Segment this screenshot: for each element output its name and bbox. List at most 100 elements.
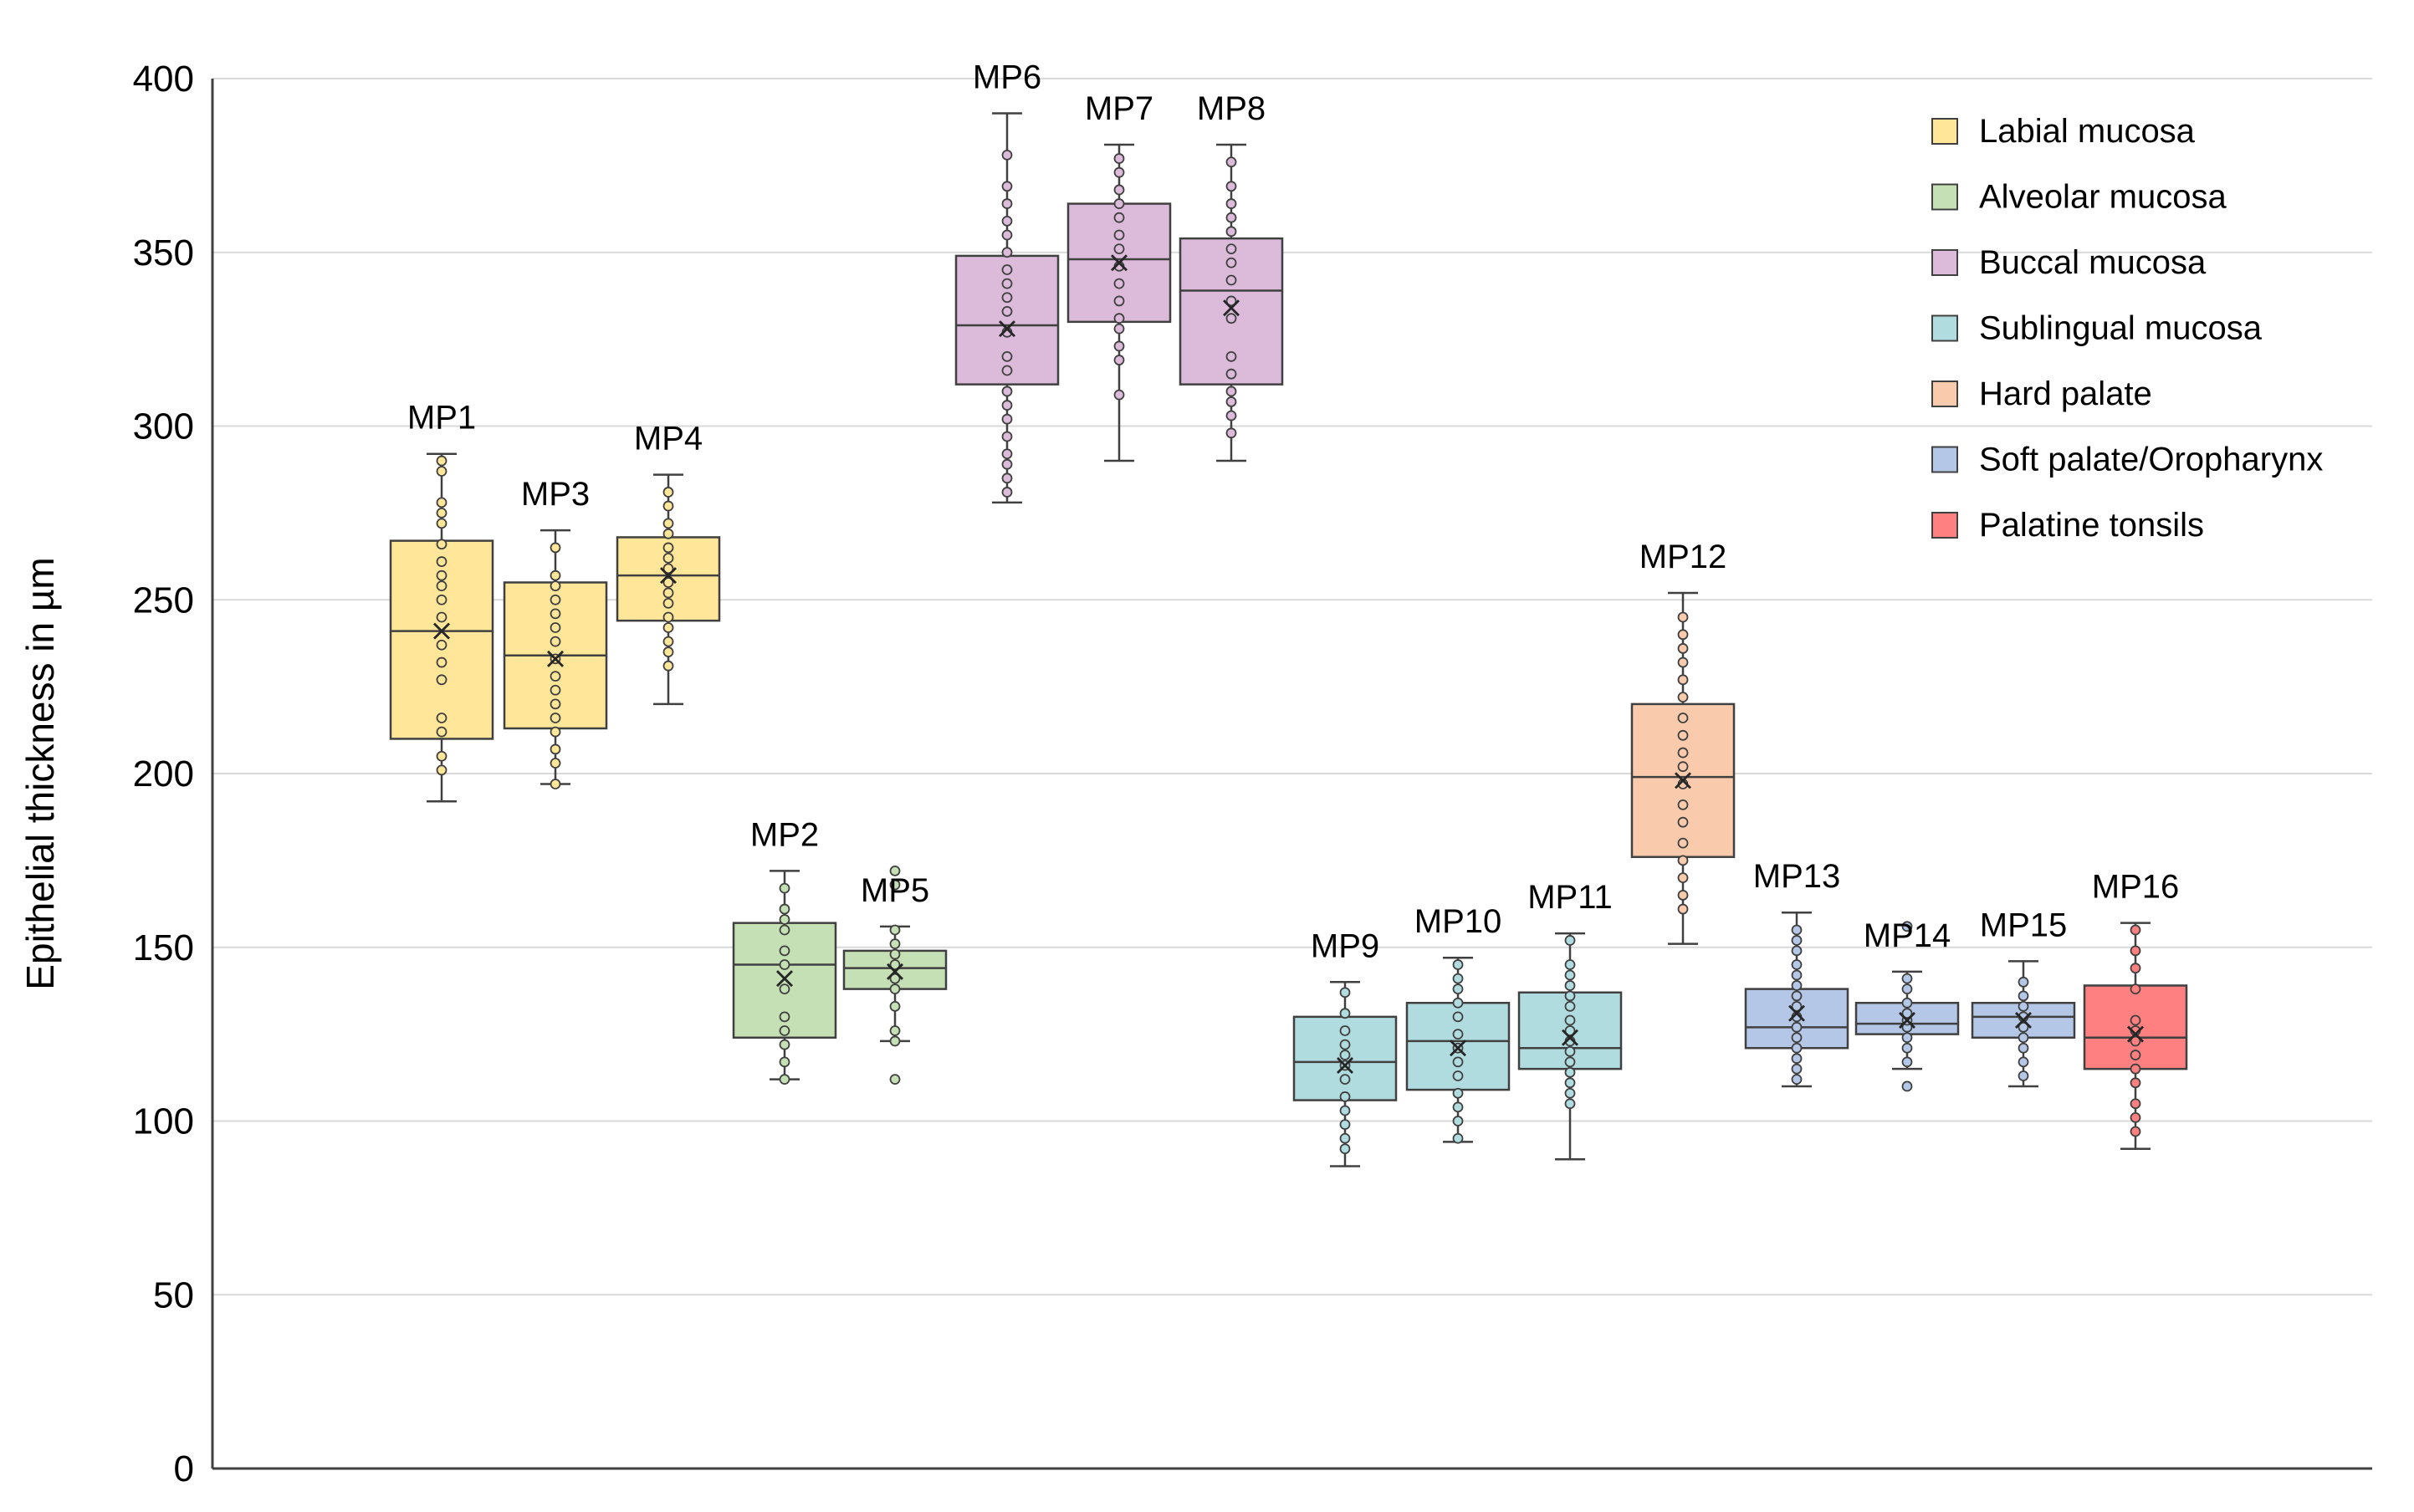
data-point (779, 959, 790, 970)
data-point (662, 577, 674, 588)
data-point (1564, 1077, 1576, 1089)
data-point (1225, 181, 1237, 192)
data-point (1901, 1056, 1913, 1068)
data-point (550, 671, 561, 682)
y-tick-label: 50 (153, 1274, 194, 1315)
legend-swatch (1931, 512, 1958, 539)
data-point (1452, 1087, 1464, 1099)
data-point (2130, 983, 2141, 995)
data-point (1001, 350, 1013, 362)
data-point (550, 779, 561, 789)
data-point (889, 879, 901, 891)
data-point (550, 542, 561, 554)
data-point (436, 539, 448, 550)
data-point (662, 636, 674, 647)
data-point (1339, 1119, 1351, 1131)
box-mp16: MP16 (2083, 869, 2188, 1150)
data-point (662, 552, 674, 564)
data-point (2018, 1070, 2029, 1081)
mean-marker (660, 567, 677, 585)
data-point (889, 1000, 901, 1012)
data-point (1677, 890, 1689, 901)
legend-label: Buccal mucosa (1979, 244, 2207, 281)
data-point (889, 959, 901, 970)
data-point (436, 594, 448, 605)
data-point (1564, 935, 1576, 946)
box-label: MP1 (407, 400, 476, 437)
box-mp12: MP12 (1630, 539, 1736, 945)
data-point (2130, 1050, 2141, 1060)
data-point (1001, 472, 1013, 484)
data-point (436, 764, 448, 776)
data-point (1564, 1000, 1576, 1012)
data-point (1113, 212, 1125, 223)
mean-marker (1111, 254, 1128, 272)
box-iqr (954, 254, 1060, 386)
data-point (1001, 150, 1013, 161)
data-point (1225, 396, 1237, 407)
data-point (2130, 1126, 2141, 1137)
data-point (1339, 1025, 1351, 1036)
data-point (1677, 674, 1689, 686)
data-point (1001, 215, 1013, 227)
box-mp3: MP3 (503, 476, 608, 789)
data-point (436, 656, 448, 668)
data-point (1113, 166, 1125, 178)
legend-label: Labial mucosa (1979, 113, 2196, 150)
box-label: MP13 (1753, 858, 1841, 895)
data-point (1677, 799, 1689, 810)
data-point (436, 507, 448, 518)
data-point (662, 487, 674, 498)
legend-item: Soft palate/Oropharynx (1931, 442, 2323, 478)
data-point (436, 750, 448, 762)
legend-item: Labial mucosa (1931, 113, 2196, 150)
data-point (1001, 264, 1013, 275)
data-point (779, 882, 790, 894)
data-point (662, 563, 674, 575)
legend-swatch (1931, 381, 1958, 407)
data-point (1677, 837, 1689, 849)
data-point (1225, 243, 1237, 254)
data-point (1452, 959, 1464, 970)
data-point (1339, 1143, 1351, 1155)
box-label: MP11 (1527, 879, 1613, 916)
data-point (779, 924, 790, 936)
legend-item: Hard palate (1931, 375, 2152, 412)
data-point (2130, 1035, 2141, 1047)
data-point (662, 622, 674, 633)
data-point (2018, 1056, 2029, 1068)
data-point (889, 938, 901, 949)
data-point (550, 580, 561, 592)
data-point (779, 1074, 790, 1085)
data-point (1225, 313, 1237, 324)
data-point (1791, 945, 1803, 957)
data-point (1113, 184, 1125, 196)
data-point (1791, 969, 1803, 981)
data-point (1901, 921, 1913, 932)
box-label: MP10 (1414, 903, 1502, 940)
data-point (436, 639, 448, 651)
data-point (1791, 959, 1803, 970)
data-point (662, 518, 674, 529)
data-point (1452, 1029, 1464, 1040)
data-point (436, 726, 448, 738)
data-point (2018, 990, 2029, 1002)
data-point (1452, 1011, 1464, 1023)
box-mp14: MP14 (1854, 917, 1960, 1092)
data-point (1564, 1046, 1576, 1057)
data-point (436, 556, 448, 567)
legend-swatch (1931, 183, 1958, 211)
data-point (1677, 761, 1689, 773)
data-point (1113, 153, 1125, 164)
data-point (1791, 1000, 1803, 1012)
boxes: MP1 MP3 MP4 MP2 MP5 MP6 MP7 MP8 MP9 MP10 MP11 MP12 M… (389, 59, 2188, 1167)
data-point (2130, 945, 2141, 957)
box-mp2: MP2 (732, 816, 837, 1085)
data-point (550, 684, 561, 696)
data-point (436, 580, 448, 592)
data-point (1901, 1080, 1913, 1092)
mean-marker (1223, 299, 1240, 317)
legend-label: Hard palate (1979, 375, 2152, 412)
box-label: MP3 (521, 476, 590, 513)
data-point (1677, 643, 1689, 654)
